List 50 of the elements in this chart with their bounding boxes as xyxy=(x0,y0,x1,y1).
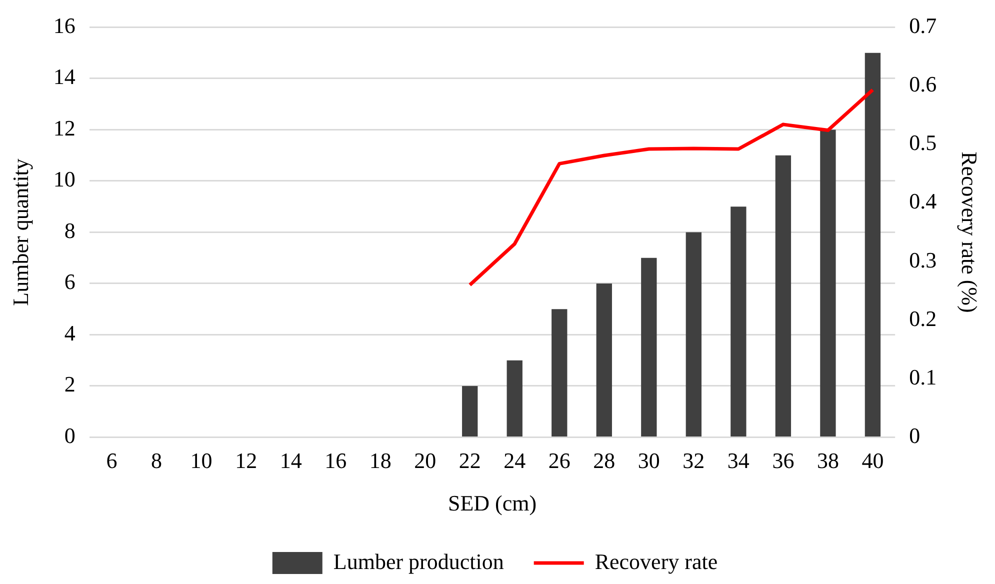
y2-tick-label: 0.1 xyxy=(909,364,937,390)
x-tick-label: 12 xyxy=(235,448,258,474)
x-tick-label: 34 xyxy=(727,448,750,474)
bar xyxy=(730,206,746,436)
y2-tick-label: 0.7 xyxy=(909,12,937,38)
y-tick-label: 16 xyxy=(53,12,76,38)
y-tick-label: 0 xyxy=(64,422,76,448)
y-tick-label: 10 xyxy=(53,166,76,192)
bar xyxy=(596,283,612,436)
y-tick-label: 2 xyxy=(64,372,76,397)
y2-tick-label: 0 xyxy=(909,422,920,448)
x-tick-label: 30 xyxy=(638,448,660,474)
x-tick-label: 18 xyxy=(369,448,392,474)
y-tick-label: 4 xyxy=(64,320,76,346)
bar xyxy=(462,386,478,436)
x-tick-label: 20 xyxy=(414,448,436,474)
legend-label: Lumber production xyxy=(333,548,504,574)
y-tick-label: 6 xyxy=(64,269,76,294)
bar xyxy=(820,130,836,436)
bar xyxy=(552,309,568,436)
x-tick-label: 28 xyxy=(593,448,616,474)
legend-label: Recovery rate xyxy=(594,548,718,574)
bar xyxy=(686,232,702,436)
y2-axis-title: Recovery rate (%) xyxy=(957,152,982,313)
x-tick-label: 22 xyxy=(458,448,481,474)
y2-tick-label: 0.3 xyxy=(909,247,937,272)
y-tick-label: 8 xyxy=(64,218,76,243)
x-axis-title: SED (cm) xyxy=(448,490,537,516)
y-tick-label: 12 xyxy=(53,115,76,140)
y2-tick-label: 0.4 xyxy=(909,188,937,214)
x-tick-label: 36 xyxy=(772,448,794,474)
bar xyxy=(864,52,881,436)
x-tick-label: 10 xyxy=(190,448,212,474)
bar xyxy=(506,360,522,436)
bar xyxy=(775,155,792,436)
x-tick-label: 24 xyxy=(504,448,526,474)
x-tick-label: 26 xyxy=(548,448,570,474)
y-axis-title: Lumber quantity xyxy=(8,158,33,306)
y-tick-label: 14 xyxy=(53,64,76,90)
x-tick-label: 16 xyxy=(324,448,347,474)
x-tick-label: 38 xyxy=(816,448,839,474)
x-tick-label: 32 xyxy=(682,448,705,474)
x-tick-label: 6 xyxy=(106,448,118,474)
bar xyxy=(641,258,657,436)
y2-tick-label: 0.2 xyxy=(909,306,937,331)
x-tick-label: 14 xyxy=(280,448,302,474)
y2-tick-label: 0.5 xyxy=(909,130,937,156)
x-tick-label: 8 xyxy=(151,448,162,474)
y2-tick-label: 0.6 xyxy=(909,72,937,97)
x-tick-label: 40 xyxy=(862,448,884,474)
